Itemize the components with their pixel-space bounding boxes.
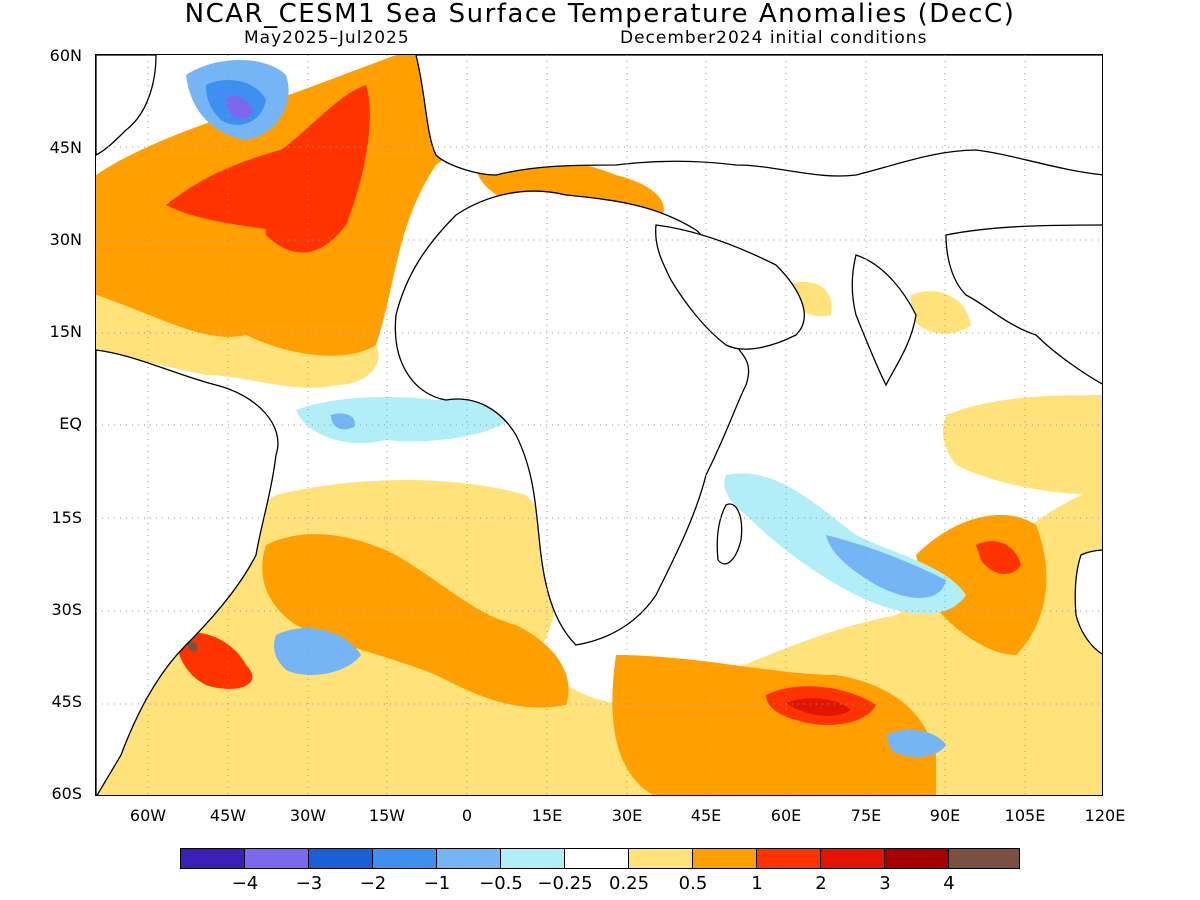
lon-label-60e: 60E [770,806,802,825]
colorbar-label-4: −1 [423,873,451,894]
colorbar-swatch-1 [180,848,245,869]
lat-label-15s: 15S [51,508,82,527]
colorbar-label-12: 4 [943,873,955,894]
anomaly-south-atlantic-orange-2 [612,655,936,795]
colorbar-label-8: 0.5 [678,873,708,894]
colorbar-label-9: 1 [751,873,763,894]
colorbar-label-11: 3 [879,873,891,894]
colorbar-swatch-11 [820,848,885,869]
map-svg [96,55,1102,795]
anomaly-south-atlantic-cold [274,627,361,675]
anomaly-arabian-sea-warm [786,281,832,317]
anomaly-southern-deep [786,698,851,716]
lon-label-45e: 45E [690,806,722,825]
colorbar-label-3: −2 [359,873,387,894]
colorbar-label-10: 2 [815,873,827,894]
anomaly-labrador-coldest [226,95,253,119]
lon-label-30w: 30W [289,806,327,825]
lat-label-30s: 30S [51,600,82,619]
australia-landmass [1074,549,1102,655]
colorbar-label-1: −4 [231,873,259,894]
lon-label-15e: 15E [531,806,563,825]
lon-label-105e: 105E [1004,806,1046,825]
lon-label-0: 0 [461,806,473,825]
southeast-asia-landmass [945,224,1102,385]
colorbar-label-5: −0.5 [479,873,523,894]
europe-landmass [415,55,1102,177]
anomaly-north-atlantic-strong-2 [261,85,370,253]
continents [96,55,1102,795]
india-landmass [851,254,917,387]
north-america-landmass [96,55,157,156]
colorbar-swatch-12 [884,848,949,869]
south-america-landmass [96,349,279,795]
lat-label-30n: 30N [49,230,82,249]
lon-label-120e: 120E [1084,806,1126,825]
colorbar-label-2: −3 [295,873,323,894]
madagascar-landmass [716,503,743,565]
anomaly-southern-cold [886,729,946,757]
lat-label-45s: 45S [51,692,82,711]
anomaly-north-atlantic-light [96,295,379,388]
colorbar-swatch-9 [692,848,757,869]
lon-label-30e: 30E [611,806,643,825]
anomaly-south-atlantic-orange [262,534,569,708]
colorbar-swatch-10 [756,848,821,869]
anomaly-indian-ocean-warm [916,515,1047,655]
colorbar-swatch-13 [948,848,1020,869]
lat-label-60n: 60N [49,46,82,65]
colorbar-swatch-6 [500,848,565,869]
colorbar-swatch-7 [564,848,629,869]
lon-label-90e: 90E [929,806,961,825]
anomaly-equatorial-cool [296,397,516,444]
forecast-period: May2025–Jul2025 [244,28,410,48]
colorbar-swatch-5 [436,848,501,869]
colorbar-swatch-4 [372,848,437,869]
colorbar-label-7: 0.25 [608,873,650,894]
map-title: NCAR_CESM1 Sea Surface Temperature Anoma… [184,0,1016,29]
anomaly-bay-of-bengal-warm [911,291,971,334]
anomaly-indian-ocean-strong [976,541,1021,575]
lat-label-15n: 15N [49,322,82,341]
graticule [96,55,1102,795]
lon-label-45w: 45W [209,806,247,825]
lon-label-15w: 15W [368,806,406,825]
sst-anomaly-map [95,54,1103,796]
anomaly-indian-ocean-cold-core [826,535,946,598]
colorbar-swatch-3 [308,848,373,869]
lon-label-75e: 75E [850,806,882,825]
colorbar-label-6: −0.25 [537,873,593,894]
lat-label-45n: 45N [49,138,82,157]
anomaly-sw-atlantic-extreme [188,641,198,652]
africa-landmass [394,190,750,646]
initial-conditions: December2024 initial conditions [620,28,928,48]
arabia-landmass [655,224,805,350]
colorbar-swatch-8 [628,848,693,869]
colorbar-swatch-2 [244,848,309,869]
lat-label-60s: 60S [51,784,82,803]
anomaly-indonesia-warm [943,395,1102,495]
lat-label-eq: EQ [59,414,82,433]
lon-label-60w: 60W [129,806,167,825]
